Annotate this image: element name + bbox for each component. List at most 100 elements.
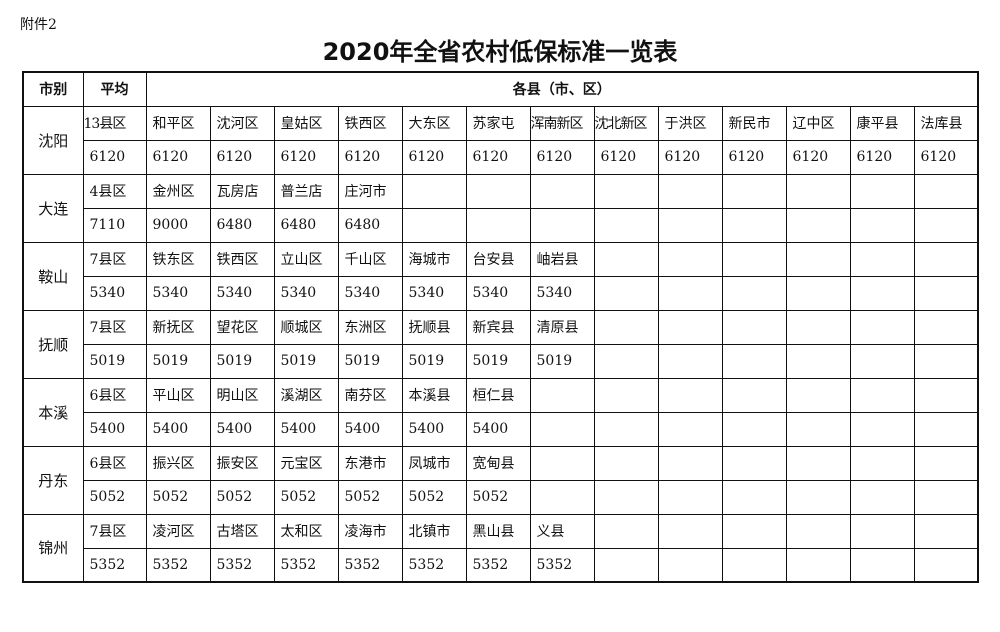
county-name-cell: 辽中区: [785, 105, 851, 141]
county-value-cell: [721, 479, 787, 515]
county-value-cell: 6120: [401, 139, 467, 175]
county-value-cell: 6120: [337, 139, 403, 175]
names-row: 抚顺 7县区 新抚区 望花区 顺城区 东洲区 抚顺县 新宾县 清原县: [22, 309, 979, 379]
county-name-cell: [913, 513, 979, 549]
average-label-cell: 6县区: [82, 445, 147, 481]
county-value-cell: [657, 343, 723, 379]
county-name-cell: [849, 241, 915, 277]
county-name-cell: 南芬区: [337, 377, 403, 413]
county-value-cell: 5052: [401, 479, 467, 515]
county-name-cell: [657, 513, 723, 549]
county-value-cell: [913, 275, 979, 311]
county-name-cell: 浑南新区: [529, 105, 595, 141]
county-value-cell: 5340: [465, 275, 531, 311]
county-name-cell: 和平区: [145, 105, 211, 141]
county-name-cell: [785, 513, 851, 549]
county-value-cell: [849, 547, 915, 583]
county-name-cell: [657, 377, 723, 413]
average-value-cell: 5052: [82, 479, 147, 515]
average-value-cell: 5019: [82, 343, 147, 379]
county-value-cell: [849, 479, 915, 515]
county-value-cell: 5052: [465, 479, 531, 515]
county-name-cell: 皇姑区: [273, 105, 339, 141]
average-value-cell: 5352: [82, 547, 147, 583]
city-cell: 锦州: [22, 513, 84, 583]
county-name-cell: 元宝区: [273, 445, 339, 481]
county-name-cell: [529, 377, 595, 413]
county-value-cell: [849, 343, 915, 379]
county-value-cell: 5019: [209, 343, 275, 379]
county-name-cell: 海城市: [401, 241, 467, 277]
average-label-cell: 7县区: [82, 513, 147, 549]
county-value-cell: 6480: [337, 207, 403, 243]
county-name-cell: 沈北新区: [593, 105, 659, 141]
county-name-cell: 义县: [529, 513, 595, 549]
county-value-cell: 5400: [465, 411, 531, 447]
average-label-cell: 7县区: [82, 241, 147, 277]
county-name-cell: 瓦房店: [209, 173, 275, 209]
county-name-cell: [785, 309, 851, 345]
county-name-cell: 沈河区: [209, 105, 275, 141]
county-value-cell: [721, 207, 787, 243]
county-value-cell: 5400: [273, 411, 339, 447]
city-cell: 抚顺: [22, 309, 84, 379]
county-value-cell: [721, 411, 787, 447]
county-name-cell: 北镇市: [401, 513, 467, 549]
city-cell: 大连: [22, 173, 84, 243]
county-value-cell: 5400: [209, 411, 275, 447]
county-value-cell: 6120: [273, 139, 339, 175]
county-name-cell: [849, 377, 915, 413]
county-value-cell: 6120: [465, 139, 531, 175]
county-value-cell: 5052: [273, 479, 339, 515]
county-value-cell: 5352: [529, 547, 595, 583]
values-row: 6120 6120 6120 6120 6120 6120 6120 6120 6120 6120…: [23, 139, 979, 175]
county-name-cell: [657, 173, 723, 209]
county-value-cell: 5340: [209, 275, 275, 311]
county-value-cell: [593, 411, 659, 447]
county-name-cell: 大东区: [401, 105, 467, 141]
county-value-cell: [785, 275, 851, 311]
county-value-cell: 5340: [273, 275, 339, 311]
county-name-cell: [849, 309, 915, 345]
county-name-cell: 铁东区: [145, 241, 211, 277]
county-value-cell: [593, 275, 659, 311]
county-value-cell: 5352: [209, 547, 275, 583]
values-row: 7110 9000 6480 6480 6480: [23, 207, 979, 243]
county-value-cell: [657, 411, 723, 447]
county-name-cell: 太和区: [273, 513, 339, 549]
average-label-cell: 4县区: [82, 173, 147, 209]
values-row: 5400 5400 5400 5400 5400 5400 5400: [23, 411, 979, 447]
county-value-cell: 6120: [657, 139, 723, 175]
names-row: 沈阳 13县区 和平区 沈河区 皇姑区 铁西区 大东区 苏家屯 浑南新区 沈北新区 于洪区 新民市 辽中…: [22, 105, 979, 175]
county-name-cell: 法库县: [913, 105, 979, 141]
county-name-cell: [849, 445, 915, 481]
county-name-cell: [721, 513, 787, 549]
county-value-cell: 6480: [273, 207, 339, 243]
county-name-cell: 千山区: [337, 241, 403, 277]
county-value-cell: [529, 411, 595, 447]
county-value-cell: 5400: [401, 411, 467, 447]
average-value-cell: 6120: [82, 139, 147, 175]
city-cell: 丹东: [22, 445, 84, 515]
county-value-cell: 5019: [401, 343, 467, 379]
county-name-cell: 凌河区: [145, 513, 211, 549]
county-value-cell: 5019: [145, 343, 211, 379]
county-name-cell: [529, 173, 595, 209]
county-value-cell: [721, 343, 787, 379]
county-value-cell: 5352: [401, 547, 467, 583]
county-name-cell: [593, 309, 659, 345]
county-value-cell: [849, 207, 915, 243]
attachment-label: 附件2: [20, 17, 57, 33]
county-name-cell: 于洪区: [657, 105, 723, 141]
county-name-cell: 普兰店: [273, 173, 339, 209]
county-value-cell: [465, 207, 531, 243]
county-value-cell: 6120: [785, 139, 851, 175]
county-name-cell: 溪湖区: [273, 377, 339, 413]
county-name-cell: 凤城市: [401, 445, 467, 481]
county-value-cell: [657, 207, 723, 243]
county-value-cell: [785, 547, 851, 583]
county-name-cell: [465, 173, 531, 209]
county-name-cell: 古塔区: [209, 513, 275, 549]
county-name-cell: 清原县: [529, 309, 595, 345]
county-name-cell: [913, 377, 979, 413]
